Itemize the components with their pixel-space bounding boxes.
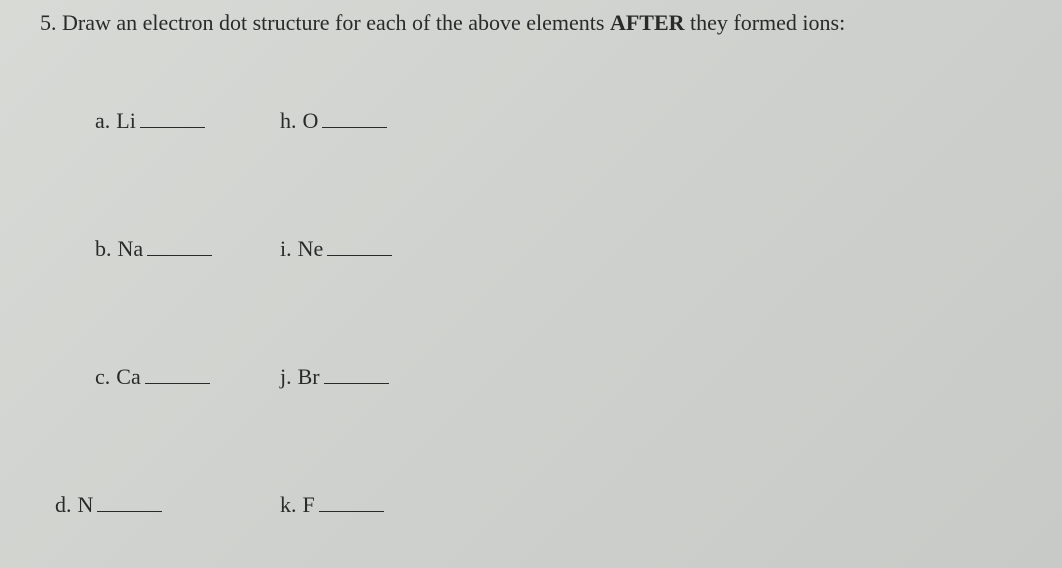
question-text-suffix: they formed ions: [685,10,846,35]
item-j: j. Br [280,362,389,390]
item-letter: a. [95,108,110,134]
answer-blank-d[interactable] [97,490,162,512]
question-text-prefix: Draw an electron dot structure for each … [62,10,610,35]
answer-blank-a[interactable] [140,106,205,128]
element-symbol: Br [298,364,320,390]
question-line: 5. Draw an electron dot structure for ea… [40,10,1022,36]
element-symbol: Na [118,236,144,262]
element-symbol: Li [116,108,136,134]
question-number: 5. [40,10,57,35]
row-3: d. N k. F [40,490,1022,518]
item-k: k. F [280,490,384,518]
item-a: a. Li [95,106,260,134]
worksheet-page: 5. Draw an electron dot structure for ea… [0,0,1062,568]
item-letter: d. [55,492,72,518]
element-symbol: F [303,492,315,518]
item-letter: j. [280,364,292,390]
element-symbol: O [303,108,319,134]
item-letter: c. [95,364,110,390]
element-symbol: Ne [298,236,324,262]
item-d: d. N [55,490,260,518]
item-letter: b. [95,236,112,262]
item-letter: h. [280,108,297,134]
answer-blank-c[interactable] [145,362,210,384]
item-i: i. Ne [280,234,392,262]
answer-blank-h[interactable] [322,106,387,128]
answer-blank-b[interactable] [147,234,212,256]
question-bold-word: AFTER [610,10,685,35]
element-symbol: Ca [116,364,140,390]
row-2: c. Ca j. Br [40,362,1022,390]
item-letter: k. [280,492,297,518]
row-1: b. Na i. Ne [40,234,1022,262]
row-0: a. Li h. O [40,106,1022,134]
answer-blank-i[interactable] [327,234,392,256]
element-symbol: N [78,492,94,518]
item-letter: i. [280,236,292,262]
item-b: b. Na [95,234,260,262]
item-h: h. O [280,106,387,134]
answer-blank-k[interactable] [319,490,384,512]
answer-blank-j[interactable] [324,362,389,384]
item-c: c. Ca [95,362,260,390]
